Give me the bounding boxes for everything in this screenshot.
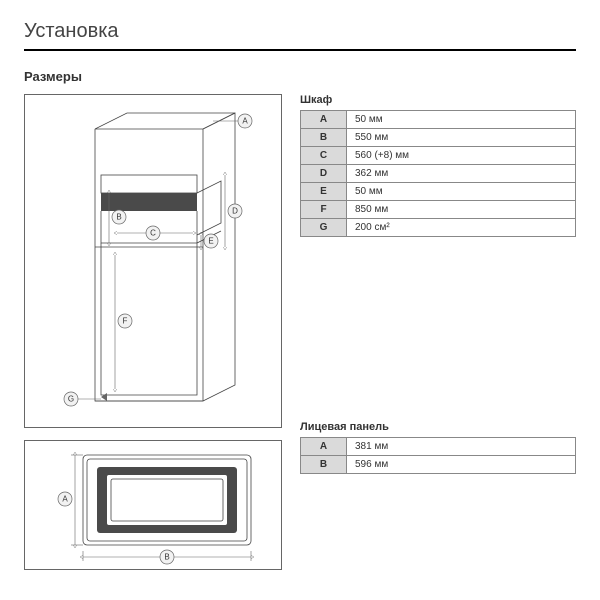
table-row: E50 мм [301,183,576,201]
svg-text:A: A [62,495,68,504]
section-rule [24,49,576,51]
table-row: C560 (+8) мм [301,147,576,165]
subsection-title: Размеры [24,69,576,84]
dim-value: 50 мм [347,111,576,129]
dim-value: 560 (+8) мм [347,147,576,165]
dim-value: 200 см² [347,219,576,237]
table-row: B550 мм [301,129,576,147]
content-columns: A B C D E F G [24,94,576,582]
dim-key: C [301,147,347,165]
svg-text:F: F [123,317,128,326]
table-row: B596 мм [301,456,576,474]
table-row: D362 мм [301,165,576,183]
dim-key: B [301,456,347,474]
table-row: G200 см² [301,219,576,237]
dim-value: 50 мм [347,183,576,201]
panel-table: A381 мм B596 мм [300,437,576,474]
svg-text:D: D [232,207,238,216]
section-title: Установка [24,20,576,43]
dim-value: 850 мм [347,201,576,219]
cabinet-table: A50 мм B550 мм C560 (+8) мм D362 мм E50 … [300,110,576,237]
svg-text:A: A [242,117,248,126]
tables-column: Шкаф A50 мм B550 мм C560 (+8) мм D362 мм… [300,94,576,582]
dim-key: A [301,438,347,456]
table-row: F850 мм [301,201,576,219]
dim-key: A [301,111,347,129]
dim-value: 550 мм [347,129,576,147]
dim-key: D [301,165,347,183]
dim-value: 381 мм [347,438,576,456]
dim-key: E [301,183,347,201]
panel-table-title: Лицевая панель [300,421,576,433]
svg-text:G: G [68,395,74,404]
dim-value: 362 мм [347,165,576,183]
dim-key: F [301,201,347,219]
panel-diagram: A B [24,440,282,570]
dim-key: B [301,129,347,147]
cabinet-table-title: Шкаф [300,94,576,106]
table-row: A381 мм [301,438,576,456]
svg-text:B: B [164,553,169,562]
table-row: A50 мм [301,111,576,129]
svg-text:E: E [208,237,213,246]
diagrams-column: A B C D E F G [24,94,284,582]
dim-value: 596 мм [347,456,576,474]
dim-key: G [301,219,347,237]
cabinet-diagram: A B C D E F G [24,94,282,428]
svg-text:C: C [150,229,156,238]
svg-text:B: B [116,213,121,222]
